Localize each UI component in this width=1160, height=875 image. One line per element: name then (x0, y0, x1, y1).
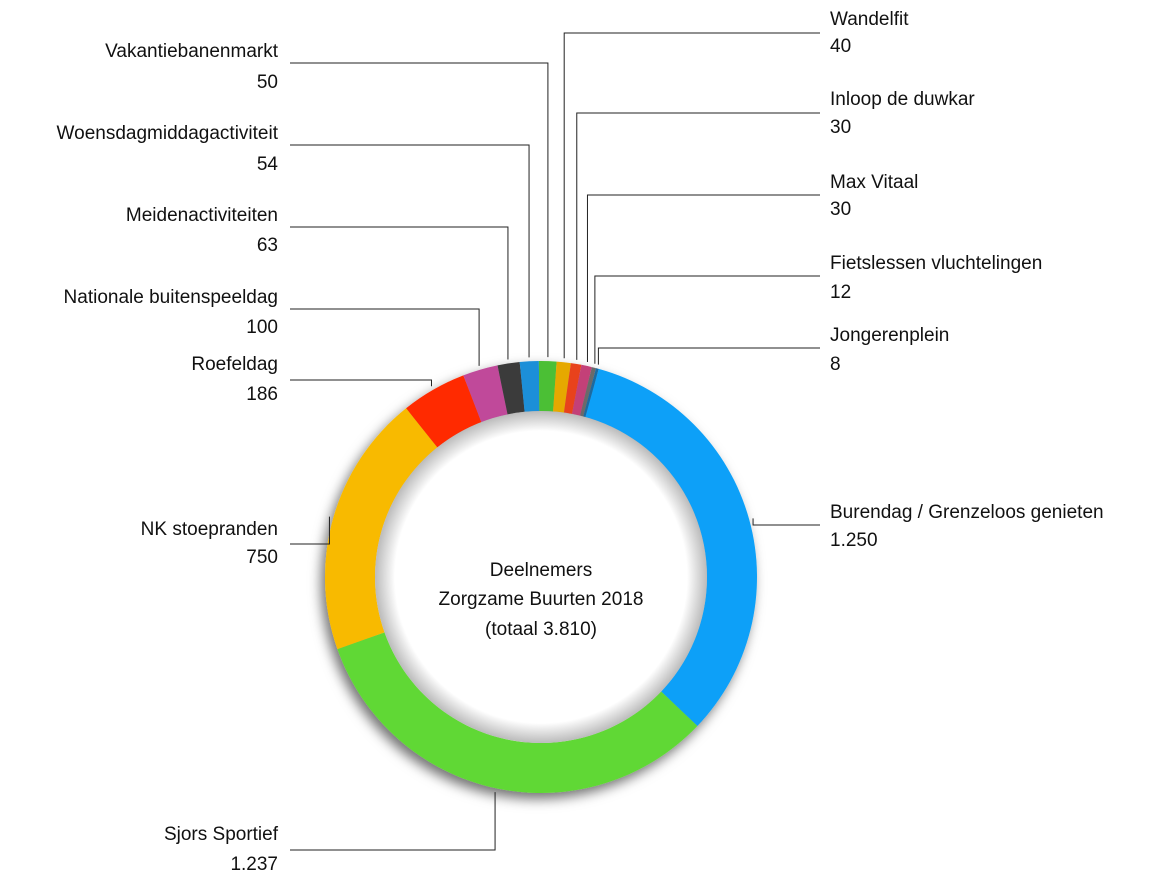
leader-line (290, 379, 432, 387)
category-label: Wandelfit (830, 9, 909, 30)
slice (585, 368, 758, 726)
leader-line (576, 112, 820, 360)
leader-line (586, 194, 820, 362)
value-label: 186 (246, 384, 278, 405)
category-label: Vakantiebanenmarkt (105, 41, 279, 62)
slice (572, 364, 592, 416)
value-label: 50 (257, 72, 278, 93)
slice (406, 375, 482, 448)
category-label: Sjors Sportief (164, 824, 279, 845)
value-label: 1.237 (230, 854, 278, 875)
category-label: Meidenactiviteiten (126, 205, 278, 226)
slice (519, 361, 540, 412)
category-label: NK stoepranden (141, 519, 278, 540)
slice (337, 632, 698, 793)
value-label: 40 (830, 36, 851, 57)
slice (497, 362, 525, 415)
slice (325, 408, 438, 650)
leader-line (594, 275, 820, 364)
value-label: 30 (830, 199, 851, 220)
category-label: Inloop de duwkar (830, 89, 975, 110)
category-label: Woensdagmiddagactiviteit (57, 123, 279, 144)
leader-line (290, 792, 496, 851)
title-line: Deelnemers (490, 560, 592, 581)
leader-line (290, 226, 509, 360)
slice (538, 361, 557, 412)
category-label: Burendag / Grenzeloos genieten (830, 502, 1104, 523)
category-label: Nationale buitenspeeldag (64, 287, 278, 308)
leader-line (752, 518, 820, 526)
category-label: Roefeldag (191, 354, 278, 375)
leader-line (290, 144, 530, 358)
leader-line (290, 308, 480, 366)
value-label: 12 (830, 282, 851, 303)
value-label: 1.250 (830, 530, 878, 551)
slice (553, 361, 571, 413)
value-label: 54 (257, 154, 279, 175)
value-label: 63 (257, 235, 278, 256)
slice (563, 363, 582, 414)
leader-line (290, 62, 549, 358)
leader-line (563, 32, 820, 359)
donut-hole (375, 411, 707, 743)
slice (463, 365, 508, 423)
donut (325, 361, 758, 793)
category-label: Max Vitaal (830, 172, 918, 193)
title-line: (totaal 3.810) (485, 619, 597, 640)
value-label: 8 (830, 354, 841, 375)
slice (580, 367, 596, 417)
slice (583, 368, 599, 418)
value-label: 750 (246, 547, 278, 568)
leader-line (597, 347, 820, 365)
leader-line (290, 516, 330, 545)
value-label: 30 (830, 117, 851, 138)
title-line: Zorgzame Buurten 2018 (439, 589, 644, 610)
value-label: 100 (246, 317, 278, 338)
category-label: Jongerenplein (830, 325, 949, 346)
category-label: Fietslessen vluchtelingen (830, 253, 1042, 274)
